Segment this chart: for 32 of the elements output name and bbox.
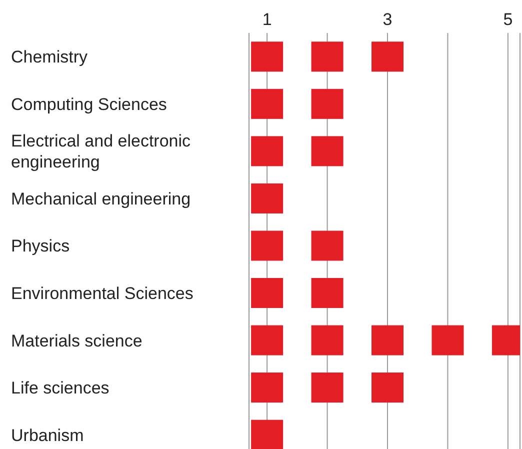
- y-tick-label: Electrical and electronic engineering: [11, 131, 192, 172]
- point: [311, 88, 344, 119]
- x-tick-label: 3: [382, 10, 392, 29]
- y-tick-label: Chemistry: [11, 47, 88, 66]
- point: [372, 325, 404, 356]
- y-tick-label: Urbanism: [11, 425, 84, 444]
- y-tick-label: Mechanical engineering: [11, 188, 191, 208]
- point: [251, 420, 284, 449]
- x-tick-label: 5: [503, 10, 513, 29]
- y-tick-label: Physics: [11, 236, 70, 256]
- point: [251, 42, 284, 72]
- y-tick-label: Life sciences: [11, 378, 110, 398]
- y-tick-label: Environmental Sciences: [11, 284, 194, 302]
- point: [251, 372, 284, 403]
- point: [251, 278, 284, 308]
- point: [251, 88, 284, 119]
- y-tick-label: Materials science: [11, 330, 142, 350]
- point: [311, 278, 344, 308]
- point: [311, 325, 344, 356]
- point: [432, 325, 464, 356]
- point: [372, 372, 404, 403]
- y-tick-label: Computing Sciences: [11, 94, 167, 114]
- point: [251, 183, 284, 214]
- point: [372, 42, 404, 72]
- point: [311, 230, 344, 261]
- x-tick-label: 1: [262, 10, 272, 29]
- point: [311, 42, 344, 72]
- point: [311, 372, 344, 403]
- point: [251, 136, 284, 166]
- point: [251, 230, 284, 261]
- point: [251, 325, 284, 356]
- point: [311, 136, 344, 166]
